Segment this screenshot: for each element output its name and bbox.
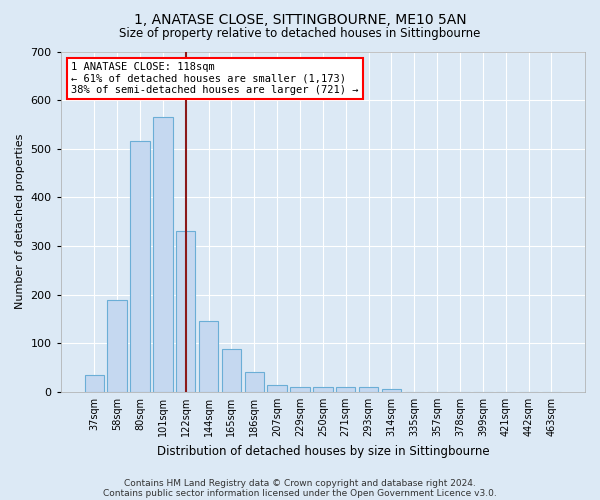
Bar — [382, 390, 401, 392]
Bar — [359, 387, 378, 392]
X-axis label: Distribution of detached houses by size in Sittingbourne: Distribution of detached houses by size … — [157, 444, 489, 458]
Text: Contains HM Land Registry data © Crown copyright and database right 2024.: Contains HM Land Registry data © Crown c… — [124, 478, 476, 488]
Bar — [336, 387, 355, 392]
Bar — [85, 375, 104, 392]
Bar — [153, 117, 173, 392]
Bar — [130, 142, 149, 392]
Bar — [176, 232, 196, 392]
Bar — [268, 385, 287, 392]
Bar — [290, 387, 310, 392]
Bar — [221, 349, 241, 392]
Y-axis label: Number of detached properties: Number of detached properties — [15, 134, 25, 310]
Bar — [199, 322, 218, 392]
Text: Contains public sector information licensed under the Open Government Licence v3: Contains public sector information licen… — [103, 488, 497, 498]
Text: 1 ANATASE CLOSE: 118sqm
← 61% of detached houses are smaller (1,173)
38% of semi: 1 ANATASE CLOSE: 118sqm ← 61% of detache… — [71, 62, 359, 95]
Bar — [245, 372, 264, 392]
Bar — [313, 387, 332, 392]
Text: Size of property relative to detached houses in Sittingbourne: Size of property relative to detached ho… — [119, 28, 481, 40]
Text: 1, ANATASE CLOSE, SITTINGBOURNE, ME10 5AN: 1, ANATASE CLOSE, SITTINGBOURNE, ME10 5A… — [134, 12, 466, 26]
Bar — [107, 300, 127, 392]
